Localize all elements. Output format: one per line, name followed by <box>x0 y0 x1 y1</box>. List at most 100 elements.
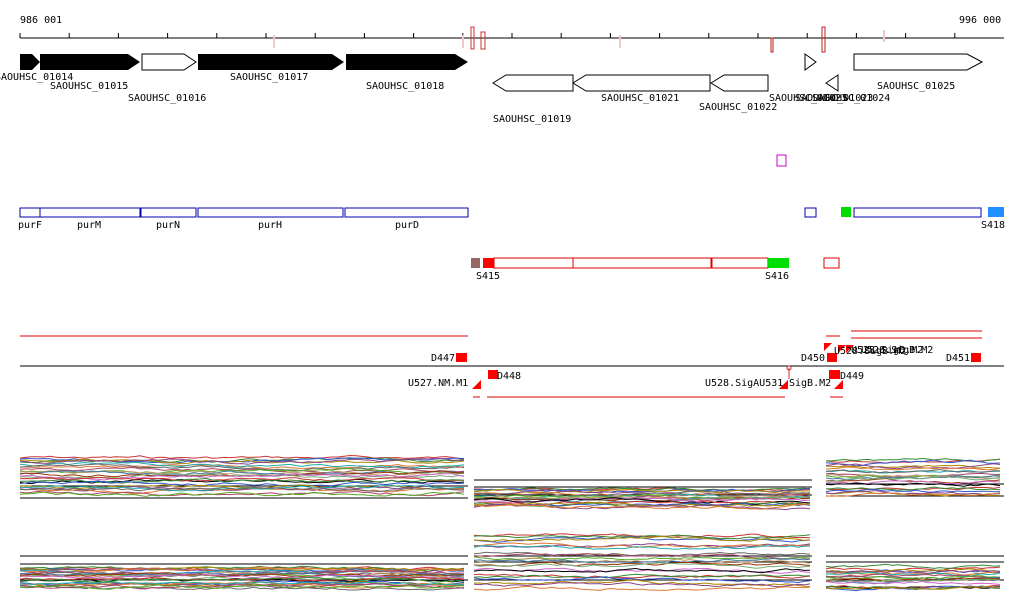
expression-profile-line <box>473 488 810 495</box>
expression-profile-line <box>19 582 465 590</box>
expression-profile-line <box>19 491 465 497</box>
dna-mark-label: D447 <box>431 353 455 364</box>
gene-label-overlap: SAOUHSC_01023 <box>795 93 873 104</box>
expression-profile-line <box>473 487 811 492</box>
segment-box[interactable] <box>711 257 769 269</box>
expression-profile-line <box>473 497 811 506</box>
ruler-marker[interactable] <box>770 37 774 53</box>
expression-profile-line <box>473 573 811 579</box>
expression-profile-line <box>19 457 465 465</box>
expression-profile-line <box>825 468 1000 474</box>
gene-arrow[interactable] <box>346 54 468 70</box>
operon-label: purN <box>156 220 180 231</box>
gene-label: SAOUHSC_01019 <box>493 114 571 125</box>
segment-box[interactable] <box>493 257 574 269</box>
expression-profile-line <box>19 472 465 481</box>
expression-profile-line <box>473 544 811 550</box>
expression-profile-line <box>825 577 1001 582</box>
expression-profile-line <box>473 557 811 564</box>
expression-profile-line <box>19 461 465 469</box>
promoter-flag[interactable] <box>838 345 846 353</box>
brown-marker[interactable] <box>471 258 480 268</box>
expression-profile-line <box>19 571 465 579</box>
expression-profile-line <box>19 576 465 583</box>
gene-arrow[interactable] <box>492 74 574 92</box>
ruler-marker[interactable] <box>821 26 826 53</box>
gene-arrow[interactable] <box>40 54 140 70</box>
ruler-hit-markers <box>273 26 885 53</box>
promoter-label: SigB.M2 <box>789 378 831 389</box>
expression-profile-line <box>473 582 811 588</box>
expression-profile-line <box>825 569 1001 574</box>
expression-profiles <box>19 454 1004 592</box>
expression-profile-line <box>473 562 811 569</box>
gene-label: SAOUHSC_01014 <box>0 72 73 83</box>
gene-arrow[interactable] <box>853 53 984 71</box>
gene-arrow[interactable] <box>141 53 197 71</box>
expression-profile-line <box>825 466 1001 471</box>
expression-profile-line <box>825 566 1001 572</box>
promoter-flag[interactable] <box>834 380 843 389</box>
expression-profile-line <box>473 501 811 507</box>
gene-arrow[interactable] <box>804 53 817 71</box>
ruler-marker[interactable] <box>470 26 475 50</box>
expression-profile-line <box>825 463 1001 470</box>
segment-box[interactable] <box>572 257 712 269</box>
operon-box[interactable] <box>39 207 141 218</box>
expression-profile-line <box>825 572 1001 576</box>
coord-start-label: 986 001 <box>20 15 62 26</box>
operon-box[interactable] <box>853 207 982 218</box>
green-marker[interactable] <box>768 258 789 268</box>
gene-arrow[interactable] <box>198 54 344 70</box>
expression-profile-line <box>19 454 465 460</box>
ruler-marker[interactable] <box>480 31 486 50</box>
expression-profile-line <box>19 486 464 493</box>
operon-label: purD <box>395 220 419 231</box>
dna-mark[interactable] <box>488 370 498 379</box>
expression-profile-line <box>473 503 811 510</box>
gene-label: SAOUHSC_01022 <box>699 102 777 113</box>
operon-box[interactable] <box>804 207 817 218</box>
promoter-flag[interactable] <box>472 380 481 389</box>
operon-box[interactable] <box>140 207 197 218</box>
magenta-box[interactable] <box>776 154 787 167</box>
promoter-label: U528.SigAU531 <box>705 378 783 389</box>
blue-marker[interactable] <box>988 207 1004 217</box>
operon-track: purF purM purN purH purD S418 <box>18 207 1005 231</box>
expression-profile-line <box>473 552 811 560</box>
dna-mark[interactable] <box>971 353 981 362</box>
dna-mark[interactable] <box>829 370 840 379</box>
operon-box[interactable] <box>197 207 344 218</box>
expression-profile-line <box>825 580 1001 585</box>
promoter-flag[interactable] <box>779 380 788 389</box>
dna-mark[interactable] <box>827 353 837 362</box>
segment-label: S416 <box>765 271 789 282</box>
gene-label: SAOUHSC_01021 <box>601 93 679 104</box>
expression-profile-line <box>19 490 465 497</box>
expression-profile-line <box>19 466 465 474</box>
green-marker[interactable] <box>841 207 851 217</box>
gene-arrow[interactable] <box>825 74 839 92</box>
dna-mark[interactable] <box>456 353 467 362</box>
expression-profile-line <box>19 463 465 472</box>
red-marker[interactable] <box>483 258 494 268</box>
dna-mark-label: D449 <box>840 371 864 382</box>
expression-profile-line <box>473 567 811 574</box>
promoter-flag[interactable] <box>846 345 854 353</box>
gene-arrow[interactable] <box>710 74 769 92</box>
gene-track: SAOUHSC_01014 SAOUHSC_01015 SAOUHSC_0101… <box>0 53 984 125</box>
operon-label: purH <box>258 220 282 231</box>
segment-box[interactable] <box>823 257 840 269</box>
expression-profile-line <box>825 473 1001 479</box>
promoter-label: U527.NM.M1 <box>408 378 468 389</box>
promoter-pin-head[interactable] <box>786 365 792 371</box>
operon-box[interactable] <box>344 207 469 218</box>
gene-arrow[interactable] <box>572 74 711 92</box>
expression-profile-line <box>473 551 811 558</box>
gene-arrow[interactable] <box>20 54 40 70</box>
promoter-flag[interactable] <box>824 343 832 351</box>
operon-box[interactable] <box>19 207 41 218</box>
expression-profile-line <box>825 490 1001 496</box>
gene-label: SAOUHSC_01024 <box>812 93 890 104</box>
dna-mark-label: D448 <box>497 371 521 382</box>
